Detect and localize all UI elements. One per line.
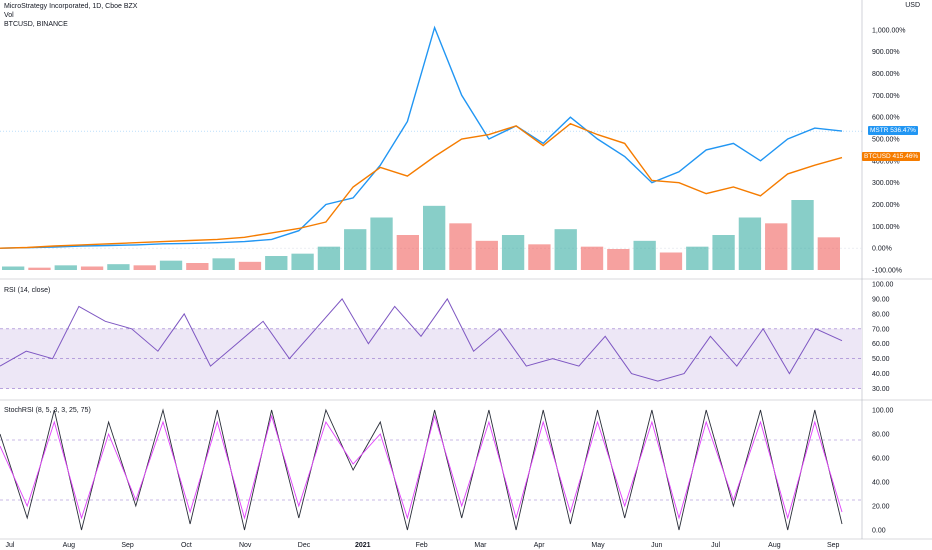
volume-bar [212,258,235,270]
volume-bar [712,235,735,270]
volume-bar [633,240,656,270]
currency-label[interactable]: USD [905,2,920,9]
stochrsi-legend[interactable]: StochRSI (8, 5, 3, 3, 25, 75) [4,407,91,414]
mstr-tag-value: 536.47% [890,127,916,134]
volume-bar [554,229,577,270]
volume-bar [449,223,472,270]
compare-legend[interactable]: BTCUSD, BINANCE [4,21,68,28]
price-axis-tick: 300.00% [872,180,900,187]
volume-bar [238,261,262,270]
time-axis-label: Feb [416,542,428,549]
time-axis-label: Apr [534,542,546,549]
time-axis-label: Dec [298,542,311,549]
stoch-axis-tick: 40.00 [872,480,890,487]
price-axis-tick: -100.00% [872,268,902,275]
rsi-axis-tick: 30.00 [872,386,890,393]
rsi-axis-tick: 100.00 [872,282,894,289]
volume-bar [133,265,156,270]
volume-bar [738,217,762,270]
rsi-axis-tick: 50.00 [872,356,890,363]
volume-bar [344,229,367,270]
volume-bar [475,240,498,270]
volume-bar [291,253,314,270]
volume-legend[interactable]: Vol [4,12,14,19]
volume-bar [107,264,130,270]
rsi-axis-tick: 40.00 [872,371,890,378]
volume-bar [791,200,814,270]
stoch-axis-tick: 80.00 [872,432,890,439]
volume-bar [501,235,525,270]
time-axis-label: Aug [63,542,76,549]
mstr-tag-symbol: MSTR [870,127,889,134]
stoch-axis-tick: 60.00 [872,456,890,463]
volume-bar [370,217,393,270]
time-axis-label: Aug [768,542,781,549]
time-axis-label: Jul [711,542,720,549]
price-axis-tick: 700.00% [872,93,900,100]
price-axis-tick: 800.00% [872,71,900,78]
btc-tag-value: 415.46% [892,153,919,160]
volume-bar [54,265,77,270]
volume-bar [765,223,788,270]
volume-bar [80,266,104,270]
price-axis-tick: 200.00% [872,202,900,209]
rsi-axis-tick: 80.00 [872,311,890,318]
volume-bar [423,205,446,270]
volume-bar [317,246,341,270]
price-axis-tick: 600.00% [872,115,900,122]
time-axis-label: Nov [239,542,252,549]
btc-line [0,122,843,249]
stoch-axis-tick: 100.00 [872,408,894,415]
volume-bar [528,244,551,270]
mstr-line [0,25,843,249]
time-axis-label: Oct [181,542,192,549]
volume-bar [817,237,840,270]
time-axis-label: Mar [474,542,487,549]
rsi-axis-tick: 90.00 [872,296,890,303]
time-axis-label: May [591,542,605,549]
chart-legend: MicroStrategy Incorporated, 1D, Cboe BZX… [4,2,137,29]
volume-bar [686,246,709,270]
rsi-line [0,297,843,382]
rsi-legend[interactable]: RSI (14, close) [4,287,51,294]
stoch-axis-tick: 20.00 [872,504,890,511]
time-axis-label: Sep [121,542,134,549]
rsi-axis-tick: 70.00 [872,326,890,333]
time-axis-label: Jun [651,542,662,549]
volume-bar [265,256,288,270]
time-axis-label: Sep [827,542,840,549]
price-axis-tick: 500.00% [872,137,900,144]
volume-bar [396,235,419,270]
volume-bar [186,263,209,270]
price-axis-tick: 900.00% [872,49,900,56]
price-axis-tick: 400.00% [872,158,900,165]
stoch-k-line [0,408,843,531]
btc-price-tag: BTCUSD 415.46% [862,152,921,161]
volume-bar [2,266,25,270]
time-axis-label: Jul [6,542,15,549]
btc-tag-symbol: BTCUSD [864,153,891,160]
time-axis-label: 2021 [355,542,371,549]
volume-bar [28,267,51,270]
rsi-axis-tick: 60.00 [872,341,890,348]
price-axis-tick: 100.00% [872,224,900,231]
symbol-title[interactable]: MicroStrategy Incorporated, 1D, Cboe BZX [4,3,138,10]
volume-bar [659,252,683,270]
volume-bar [607,249,630,270]
stoch-d-line [0,414,843,520]
mstr-price-tag: MSTR 536.47% [868,126,918,135]
volume-bar [159,260,183,270]
price-axis-tick: 1,000.00% [872,27,905,34]
volume-bar [580,246,604,270]
stoch-axis-tick: 0.00 [872,528,886,535]
price-axis-tick: 0.00% [872,246,892,253]
